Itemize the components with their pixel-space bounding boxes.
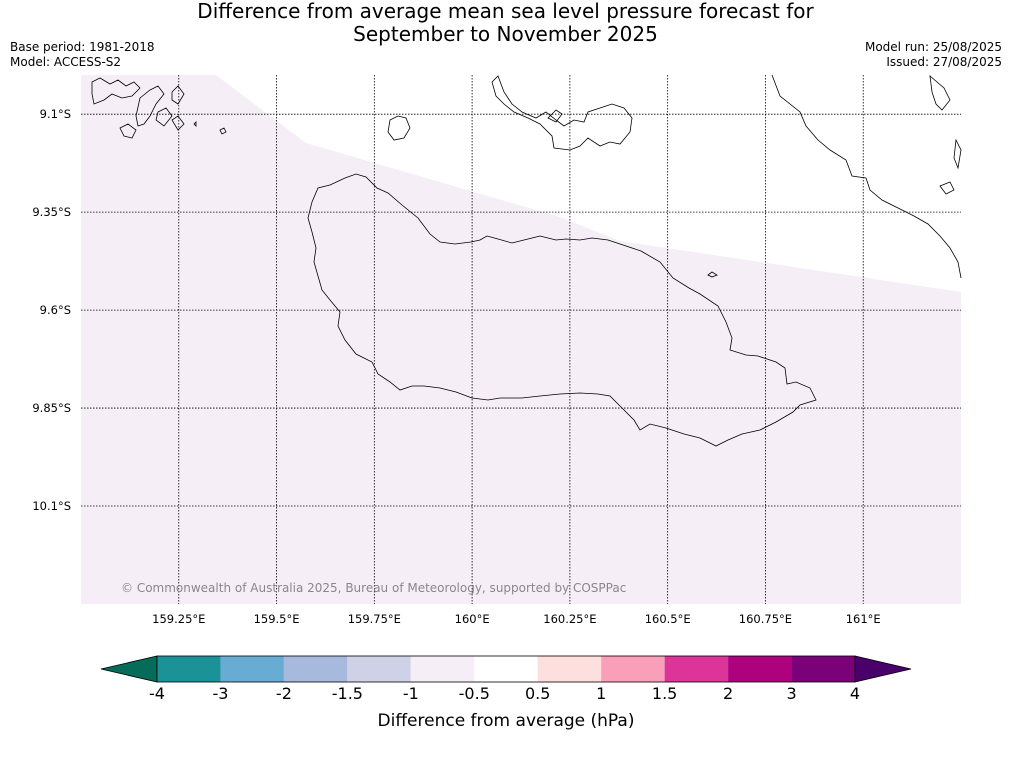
latitude-labels: 9.1°S 9.35°S 9.6°S 9.85°S 10.1°S — [32, 107, 71, 513]
colorbar-tick-label: -1 — [403, 684, 419, 703]
longitude-label: 160.5°E — [645, 612, 691, 626]
longitude-label: 159.5°E — [254, 612, 300, 626]
longitude-label: 160.25°E — [543, 612, 596, 626]
colorbar-segment — [283, 656, 348, 682]
longitude-labels: 159.25°E 159.5°E 159.75°E 160°E 160.25°E 160.… — [152, 612, 881, 626]
colorbar-tick-label: 1 — [596, 684, 606, 703]
longitude-label: 159.25°E — [152, 612, 205, 626]
colorbar-segment — [601, 656, 665, 682]
latitude-label: 10.1°S — [32, 499, 71, 513]
base-period: Base period: 1981-2018 — [10, 40, 155, 54]
colorbar-tick-label: 0.5 — [525, 684, 550, 703]
colorbar-segment — [474, 656, 538, 682]
colorbar-segment — [537, 656, 602, 682]
colorbar-tick-label: 2 — [723, 684, 733, 703]
colorbar-segment — [728, 656, 792, 682]
colorbar — [100, 655, 912, 683]
colorbar-outline — [156, 655, 856, 683]
coastlines — [91, 74, 962, 447]
issued-date: Issued: 27/08/2025 — [886, 55, 1002, 69]
gridlines — [81, 75, 961, 604]
coastline-malaita — [771, 74, 962, 279]
model-name: Model: ACCESS-S2 — [10, 55, 122, 69]
latitude-label: 9.35°S — [32, 205, 71, 219]
colorbar-tick-label: -2 — [276, 684, 292, 703]
latitude-label: 9.85°S — [32, 401, 71, 415]
colorbar-tick-label: -3 — [212, 684, 228, 703]
colorbar-segment — [220, 656, 284, 682]
latitude-label: 9.6°S — [40, 303, 71, 317]
model-run: Model run: 25/08/2025 — [864, 40, 1002, 54]
latitude-label: 9.1°S — [40, 107, 71, 121]
colorbar-tick-label: 4 — [850, 684, 860, 703]
colorbar-tick-label: 3 — [786, 684, 796, 703]
anomaly-fill — [81, 75, 961, 604]
colorbar-tick-label: -1.5 — [332, 684, 363, 703]
longitude-label: 159.75°E — [348, 612, 401, 626]
longitude-label: 160°E — [455, 612, 490, 626]
title-line-1: Difference from average mean sea level p… — [197, 0, 814, 23]
coastline-florida-islands — [491, 75, 633, 151]
coastline-guadalcanal — [307, 173, 817, 447]
longitude-label: 160.75°E — [739, 612, 792, 626]
colorbar-tick-label: -0.5 — [459, 684, 490, 703]
colorbar-segment — [791, 656, 855, 682]
colorbar-label: Difference from average (hPa) — [378, 711, 635, 731]
colorbar-ticks: -4 -3 -2 -1.5 -1 -0.5 0.5 1 1.5 2 3 4 — [149, 684, 860, 703]
coastline-savo — [387, 115, 411, 141]
coastline-islet-small — [707, 271, 718, 278]
colorbar-over-arrow — [854, 655, 912, 683]
colorbar-segment — [664, 656, 729, 682]
map-title: Difference from average mean sea level p… — [0, 0, 1011, 46]
colorbar-under-arrow — [100, 655, 158, 683]
meta-left: Base period: 1981-2018 Model: ACCESS-S2 — [10, 40, 155, 70]
colorbar-tick-label: -4 — [149, 684, 165, 703]
colorbar-segment — [410, 656, 475, 682]
colorbar-segment — [157, 656, 221, 682]
title-line-2: September to November 2025 — [353, 22, 658, 46]
colorbar-segment — [347, 656, 411, 682]
colorbar-tick-label: 1.5 — [652, 684, 677, 703]
longitude-label: 161°E — [846, 612, 881, 626]
meta-right: Model run: 25/08/2025 Issued: 27/08/2025 — [865, 40, 1002, 70]
coastline-russell-islands — [91, 77, 227, 139]
copyright-notice: © Commonwealth of Australia 2025, Bureau… — [121, 581, 626, 595]
map-panel: 159.25°E 159.5°E 159.75°E 160°E 160.25°E 160.… — [32, 74, 962, 626]
